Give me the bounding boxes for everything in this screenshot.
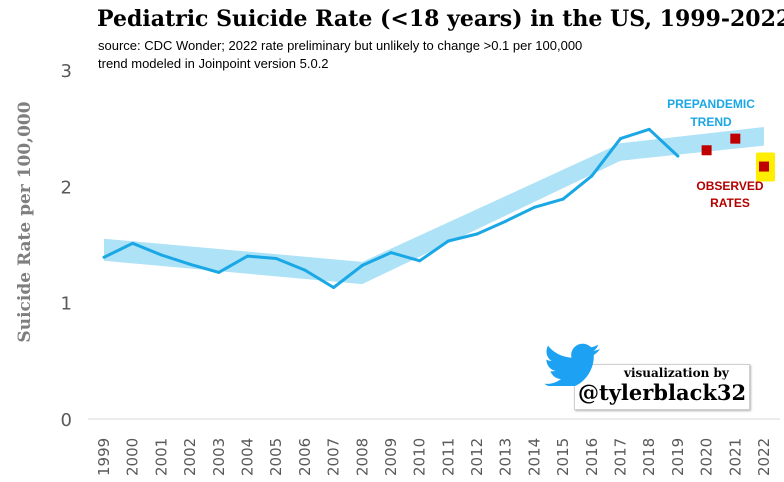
x-tick-label: 2006: [296, 438, 314, 476]
annotation-prepandemic-line2: TREND: [690, 115, 732, 129]
x-tick-label: 2020: [698, 438, 716, 476]
series-point: [217, 270, 221, 274]
annotation-observed-line1: OBSERVED: [696, 179, 763, 193]
x-tick-label: 2001: [152, 438, 170, 476]
series-point: [446, 239, 450, 243]
series-point: [532, 205, 536, 209]
x-tick-label: 2013: [497, 438, 515, 476]
series-point: [676, 154, 680, 158]
observed-point: [759, 161, 769, 172]
bird-icon: [544, 343, 600, 386]
series-point: [475, 232, 479, 236]
x-tick-label: 2010: [411, 438, 429, 476]
x-tick-label: 2000: [124, 438, 142, 476]
credit-caption: visualization by: [624, 366, 729, 380]
x-tick-label: 2009: [382, 438, 400, 476]
x-tick-label: 2019: [669, 438, 687, 476]
x-tick-label: 2012: [468, 438, 486, 476]
trend-band: [104, 127, 764, 285]
series-point: [159, 253, 163, 257]
x-tick-label: 2007: [325, 438, 343, 476]
credit-handle: @tylerblack32: [578, 380, 747, 405]
x-tick-label: 2017: [612, 438, 630, 476]
series-point: [332, 286, 336, 290]
series-point: [102, 255, 106, 259]
series-point: [303, 268, 307, 272]
x-tick-label: 2022: [755, 438, 773, 476]
y-tick-label: 1: [61, 294, 72, 315]
y-tick-label: 0: [61, 410, 72, 431]
series-point: [647, 127, 651, 131]
series-point: [590, 174, 594, 178]
x-tick-label: 2008: [353, 438, 371, 476]
annotation-observed-rates: OBSERVED RATES: [696, 179, 763, 210]
chart-title: Pediatric Suicide Rate (<18 years) in th…: [97, 6, 784, 32]
series-point: [418, 259, 422, 263]
chart-subtitle-source: source: CDC Wonder; 2022 rate preliminar…: [98, 38, 583, 53]
series-point: [188, 262, 192, 266]
credit-badge: [574, 364, 750, 410]
chart-subtitle-method: trend modeled in Joinpoint version 5.0.2: [98, 56, 329, 71]
y-axis-label: Suicide Rate per 100,000: [15, 101, 35, 342]
observed-point: [730, 133, 741, 144]
x-tick-label: 2021: [726, 438, 744, 476]
series-point: [131, 241, 135, 245]
series-point: [245, 254, 249, 258]
series-point: [274, 256, 278, 260]
x-tick-label: 2004: [238, 438, 256, 476]
series-point: [504, 219, 508, 223]
observed-point: [701, 145, 712, 156]
y-tick-label: 2: [61, 177, 72, 198]
series-point: [561, 197, 565, 201]
x-tick-label: 2002: [181, 438, 199, 476]
x-tick-label: 2015: [554, 438, 572, 476]
annotation-observed-line2: RATES: [710, 196, 750, 210]
x-tick-label: 2011: [439, 438, 457, 476]
x-tick-label: 2005: [267, 438, 285, 476]
x-tick-label: 2018: [640, 438, 658, 476]
x-tick-label: 1999: [95, 438, 113, 476]
series-point: [389, 251, 393, 255]
y-tick-label: 3: [61, 61, 72, 82]
series-point: [619, 137, 623, 141]
annotation-prepandemic-line1: PREPANDEMIC: [667, 97, 755, 111]
annotation-prepandemic-trend: PREPANDEMIC TREND: [667, 97, 755, 129]
x-tick-label: 2016: [583, 438, 601, 476]
x-tick-label: 2014: [525, 438, 543, 476]
x-tick-label: 2003: [210, 438, 228, 476]
series-point: [360, 263, 364, 267]
